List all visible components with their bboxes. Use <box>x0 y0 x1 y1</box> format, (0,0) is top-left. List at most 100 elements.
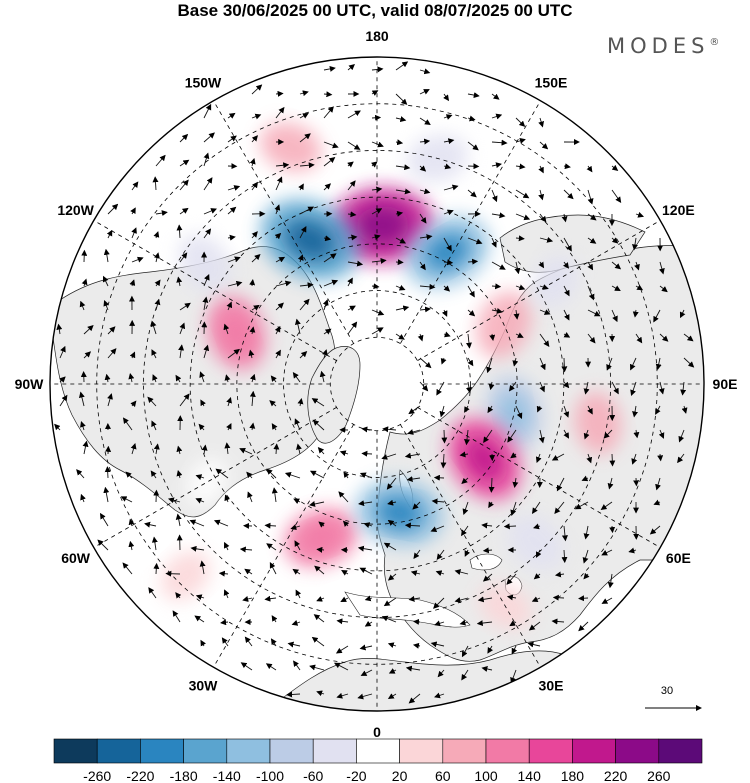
wind-vector <box>190 545 205 552</box>
wind-vector <box>583 429 590 440</box>
wind-vector <box>634 261 640 271</box>
colorbar-label: -180 <box>170 768 198 783</box>
wind-vector <box>609 453 616 467</box>
wind-vector <box>270 638 277 647</box>
wind-vector <box>347 110 361 119</box>
wind-vector <box>371 208 383 215</box>
wind-vector <box>658 381 665 395</box>
wind-vector <box>251 84 263 95</box>
wind-vector <box>129 351 136 359</box>
wind-vector <box>122 417 133 431</box>
wind-vector <box>406 476 421 483</box>
wind-vector <box>443 93 450 102</box>
wind-vector <box>587 261 594 271</box>
wind-vector <box>658 261 665 275</box>
anomaly-core-3 <box>425 233 470 271</box>
wind-vector <box>443 184 459 191</box>
wind-vector <box>226 301 233 311</box>
wind-vector <box>419 234 433 241</box>
colorbar: -260 -220 -180 -140 -100 -60 -20 20 60 100 140 180 2… <box>53 738 703 783</box>
colorbar-swatch <box>226 738 271 764</box>
wind-vector <box>195 474 205 480</box>
wind-vector <box>512 357 519 367</box>
wind-vector <box>333 662 349 671</box>
wind-vector <box>371 141 384 148</box>
wind-vector <box>202 296 209 311</box>
wind-vector <box>203 132 215 143</box>
wind-vector <box>224 541 230 551</box>
wind-vector <box>632 309 639 318</box>
wind-vector <box>249 422 256 431</box>
wind-vector <box>513 309 520 320</box>
wind-vector <box>515 284 526 291</box>
wind-vector <box>481 666 493 672</box>
wind-vector <box>309 664 325 671</box>
wind-vector <box>179 302 191 311</box>
wind-vector <box>607 573 614 589</box>
anomaly-core-7 <box>499 393 529 433</box>
colorbar-label: 220 <box>604 768 628 783</box>
wind-vector <box>655 477 661 491</box>
wind-vector <box>653 309 661 323</box>
colorbar-label: 60 <box>435 768 451 783</box>
wind-vector <box>587 309 601 317</box>
wind-vector <box>467 309 476 317</box>
colorbar-swatch <box>572 738 616 764</box>
wind-vector <box>275 302 284 311</box>
wind-vector <box>299 282 314 289</box>
wind-vector <box>176 469 183 479</box>
wind-vector <box>80 493 86 503</box>
wind-vector <box>203 152 210 167</box>
wind-vector <box>412 618 421 625</box>
wind-vector <box>487 405 494 414</box>
wind-vector <box>316 596 325 602</box>
wind-vector <box>56 323 63 335</box>
wind-vector <box>104 466 111 479</box>
wind-vector <box>488 381 495 391</box>
wind-vector <box>436 381 445 396</box>
wind-vector <box>295 589 302 599</box>
wind-vector <box>443 237 452 252</box>
wind-vector <box>586 453 593 464</box>
colorbar-swatch <box>356 738 400 764</box>
wind-vector <box>539 309 551 315</box>
anomaly-core-5 <box>221 313 252 353</box>
wind-vector <box>244 568 253 575</box>
wind-vector <box>395 237 407 244</box>
wind-vector <box>467 189 477 198</box>
wind-vector <box>147 396 157 407</box>
colorbar-swatch <box>140 738 184 764</box>
wind-vector <box>395 164 411 171</box>
wind-vector <box>363 522 373 529</box>
wind-vector <box>154 252 160 263</box>
wind-vector <box>359 644 373 651</box>
wind-vector <box>338 491 349 503</box>
vector-reference-label: 30 <box>661 685 673 697</box>
wind-vector <box>536 405 543 413</box>
colorbar-swatch <box>399 738 444 764</box>
wind-vector <box>107 326 116 335</box>
wind-vector <box>635 333 643 344</box>
wind-vector <box>103 300 110 311</box>
wind-vector <box>538 117 545 128</box>
wind-vector <box>203 344 210 359</box>
wind-vector <box>227 348 240 359</box>
wind-vector <box>412 501 421 510</box>
vector-reference: 30 <box>645 685 702 711</box>
wind-vector <box>527 641 541 648</box>
wind-vector <box>578 595 589 602</box>
wind-vector <box>601 549 613 556</box>
wind-vector <box>603 429 613 439</box>
wind-vector <box>551 453 565 461</box>
wind-vector <box>129 279 136 287</box>
colorbar-label: 180 <box>561 768 585 783</box>
wind-vector <box>407 429 421 435</box>
wind-vector <box>296 443 302 455</box>
wind-vector <box>658 429 665 439</box>
wind-vector <box>440 357 447 365</box>
wind-vector <box>556 477 565 492</box>
wind-vector <box>395 305 410 312</box>
wind-vector <box>107 393 113 407</box>
map-border <box>49 56 705 712</box>
wind-vector <box>175 374 182 383</box>
